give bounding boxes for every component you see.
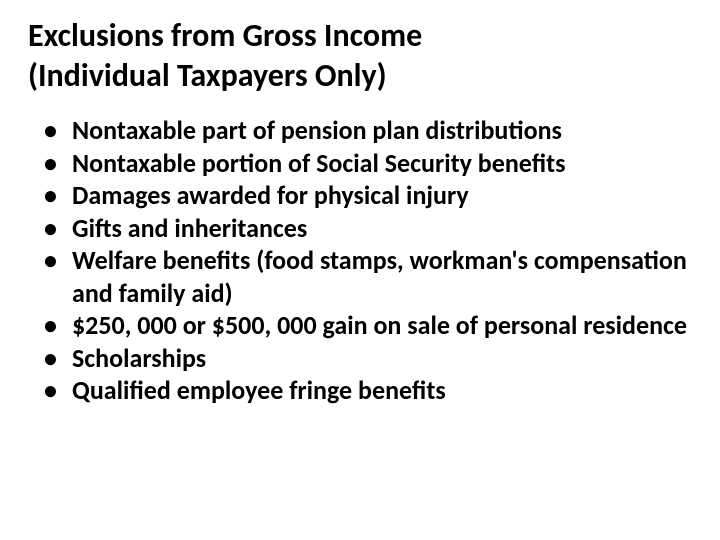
list-item-text: Scholarships — [72, 342, 206, 374]
list-item: Welfare benefits (food stamps, workman's… — [44, 244, 692, 309]
slide-title: Exclusions from Gross Income (Individual… — [28, 16, 692, 96]
list-item-text: Welfare benefits (food stamps, workman's… — [72, 244, 687, 309]
title-line-2: (Individual Taxpayers Only) — [28, 56, 387, 95]
list-item-text: $250, 000 or $500, 000 gain on sale of p… — [72, 309, 687, 341]
list-item: Nontaxable part of pension plan distribu… — [44, 114, 692, 147]
list-item-text: Gifts and inheritances — [72, 212, 307, 244]
list-item: Qualified employee fringe benefits — [44, 374, 692, 407]
list-item: Gifts and inheritances — [44, 212, 692, 245]
bullet-list: Nontaxable part of pension plan distribu… — [28, 114, 692, 407]
list-item: Scholarships — [44, 342, 692, 375]
list-item-text: Nontaxable portion of Social Security be… — [72, 147, 566, 179]
list-item-text: Qualified employee fringe benefits — [72, 374, 446, 406]
list-item-text: Nontaxable part of pension plan distribu… — [72, 114, 562, 146]
list-item: Damages awarded for physical injury — [44, 179, 692, 212]
list-item: $250, 000 or $500, 000 gain on sale of p… — [44, 309, 692, 342]
list-item-text: Damages awarded for physical injury — [72, 179, 469, 211]
title-line-1: Exclusions from Gross Income — [28, 16, 422, 55]
list-item: Nontaxable portion of Social Security be… — [44, 147, 692, 180]
